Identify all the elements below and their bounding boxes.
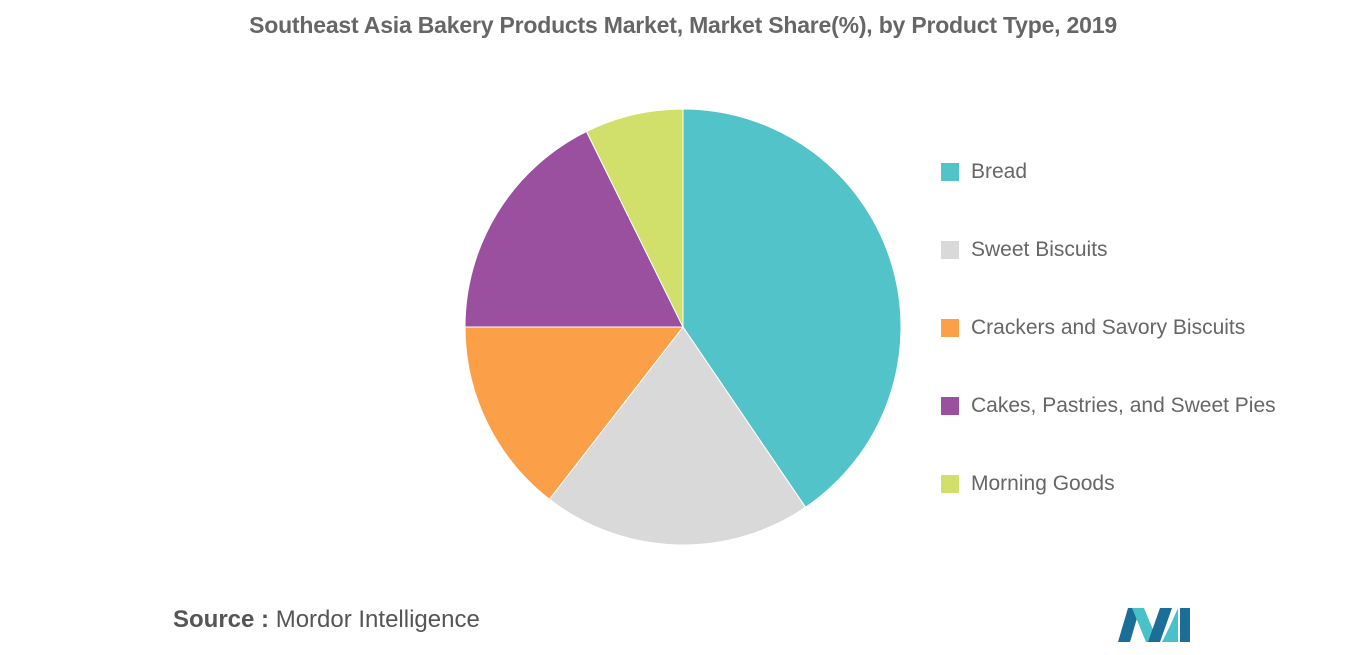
legend-item-cakes: Cakes, Pastries, and Sweet Pies xyxy=(941,390,1276,422)
source-note: Source : Mordor Intelligence xyxy=(173,606,480,634)
pie-slice-cakes-pastries-and-sweet-pies xyxy=(464,130,684,328)
logo-shape-5 xyxy=(1180,608,1190,642)
legend-label-bread: Bread xyxy=(971,160,1028,183)
legend-item-morning-goods: Morning Goods xyxy=(941,468,1276,500)
logo-shape-1 xyxy=(1118,608,1140,642)
legend: Bread Sweet Biscuits Crackers and Savory… xyxy=(941,156,1276,546)
legend-item-bread: Bread xyxy=(941,156,1276,188)
legend-swatch-bread xyxy=(941,163,959,181)
logo-shape-3 xyxy=(1148,608,1172,642)
legend-label-sweet-biscuits: Sweet Biscuits xyxy=(971,238,1108,261)
legend-swatch-cakes xyxy=(941,397,959,415)
legend-item-sweet-biscuits: Sweet Biscuits xyxy=(941,234,1276,266)
legend-item-crackers: Crackers and Savory Biscuits xyxy=(941,312,1276,344)
legend-label-cakes: Cakes, Pastries, and Sweet Pies xyxy=(971,394,1276,417)
legend-swatch-sweet-biscuits xyxy=(941,241,959,259)
logo-shape-4 xyxy=(1162,608,1178,642)
legend-label-morning-goods: Morning Goods xyxy=(971,472,1115,495)
legend-label-crackers: Crackers and Savory Biscuits xyxy=(971,316,1246,339)
pie-slice-morning-goods xyxy=(585,108,684,328)
legend-swatch-crackers xyxy=(941,319,959,337)
source-value: Mordor Intelligence xyxy=(275,606,480,633)
source-label: Source : xyxy=(173,606,270,633)
pie-slice-bread xyxy=(682,108,902,508)
mordor-intelligence-logo xyxy=(1118,608,1190,642)
pie-slice-crackers-and-savory-biscuits xyxy=(464,326,685,500)
chart-title: Southeast Asia Bakery Products Market, M… xyxy=(249,12,1117,38)
legend-swatch-morning-goods xyxy=(941,475,959,493)
pie-slice-sweet-biscuits xyxy=(548,326,807,546)
